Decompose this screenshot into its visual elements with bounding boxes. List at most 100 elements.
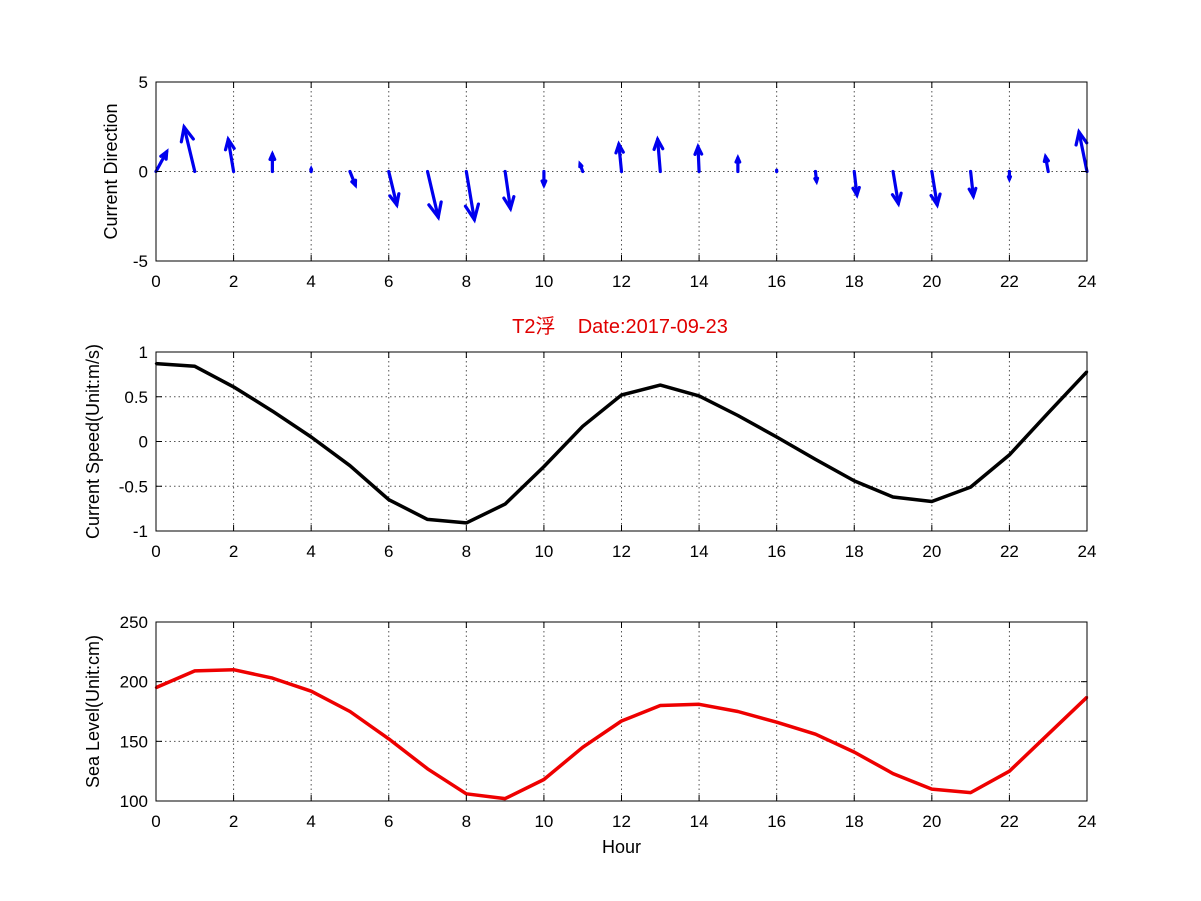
direction-xtick-label: 16 xyxy=(767,272,786,291)
sea-level-data-point xyxy=(503,797,507,800)
speed-data-point xyxy=(930,500,934,503)
direction-arrow xyxy=(734,153,742,174)
sea-level-data-point xyxy=(814,732,817,736)
speed-data-point xyxy=(1047,411,1050,415)
direction-ytick-label: 0 xyxy=(139,163,148,182)
direction-arrow xyxy=(1074,128,1089,174)
sea-level-data-point xyxy=(465,792,468,796)
speed-xtick-label: 6 xyxy=(384,542,393,561)
sea-level-data-point xyxy=(581,746,584,749)
speed-ytick-label: 0.5 xyxy=(124,388,148,407)
direction-arrow xyxy=(154,148,169,174)
sea-level-data-point xyxy=(620,719,623,723)
direction-arrow xyxy=(813,169,820,186)
direction-arrow xyxy=(425,169,443,222)
speed-ytick-label: -1 xyxy=(133,522,148,541)
speed-data-point xyxy=(814,458,817,461)
direction-arrow xyxy=(652,135,665,174)
speed-xtick-label: 16 xyxy=(767,542,786,561)
speed-xtick-label: 0 xyxy=(151,542,160,561)
speed-data-point xyxy=(775,435,778,439)
direction-arrow xyxy=(1006,169,1013,183)
speed-ytick-label: 1 xyxy=(139,343,148,362)
speed-xtick-label: 24 xyxy=(1078,542,1097,561)
speed-xtick-label: 10 xyxy=(534,542,553,561)
direction-arrow xyxy=(463,169,481,224)
direction-arrow xyxy=(929,169,942,209)
direction-arrow xyxy=(890,169,903,208)
direction-arrow xyxy=(387,169,401,209)
speed-xtick-label: 18 xyxy=(845,542,864,561)
sea-level-ytick-label: 200 xyxy=(120,673,148,692)
speed-data-point xyxy=(853,479,856,483)
speed-xtick-label: 12 xyxy=(612,542,631,561)
sea-level-data-point xyxy=(930,787,934,791)
sea-level-xtick-label: 10 xyxy=(534,812,553,831)
direction-xtick-label: 6 xyxy=(384,272,393,291)
direction-arrow xyxy=(1042,152,1050,174)
direction-arrow xyxy=(179,123,197,174)
direction-arrow xyxy=(348,169,358,189)
sea-level-xtick-label: 12 xyxy=(612,812,631,831)
direction-xtick-label: 2 xyxy=(229,272,238,291)
speed-data-point xyxy=(271,409,274,413)
sea-level-data-point xyxy=(542,778,546,781)
figure-title: T2浮 Date:2017-09-23 xyxy=(512,315,728,338)
sea-level-data-point xyxy=(659,704,662,707)
direction-arrow xyxy=(223,135,236,174)
sea-level-xtick-label: 24 xyxy=(1078,812,1097,831)
direction-xtick-label: 14 xyxy=(690,272,709,291)
direction-ytick-label: -5 xyxy=(133,252,148,271)
sea-level-data-point xyxy=(1008,769,1011,773)
sea-level-xtick-label: 0 xyxy=(151,812,160,831)
direction-arrow xyxy=(540,169,548,190)
speed-xtick-label: 14 xyxy=(690,542,709,561)
speed-data-point xyxy=(542,465,546,468)
sea-level-data-point xyxy=(426,767,429,770)
sea-level-xlabel: Hour xyxy=(602,837,641,857)
direction-arrow xyxy=(268,150,277,174)
direction-xtick-label: 20 xyxy=(922,272,941,291)
speed-data-point xyxy=(659,383,662,387)
sea-level-ytick-label: 250 xyxy=(120,613,148,632)
direction-arrow xyxy=(309,165,314,174)
direction-xtick-label: 10 xyxy=(534,272,553,291)
speed-data-point xyxy=(581,425,584,428)
speed-data-point xyxy=(387,498,390,501)
speed-data-point xyxy=(465,521,468,525)
direction-xtick-label: 8 xyxy=(462,272,471,291)
sea-level-xtick-label: 8 xyxy=(462,812,471,831)
direction-ytick-label: 5 xyxy=(139,73,148,92)
sea-level-data-point xyxy=(853,750,856,754)
sea-level-ytick-label: 100 xyxy=(120,792,148,811)
sea-level-data-point xyxy=(309,690,313,693)
speed-data-point xyxy=(969,485,972,489)
sea-level-data-point xyxy=(232,668,235,671)
speed-data-point xyxy=(1008,453,1011,457)
sea-level-data-point xyxy=(775,721,778,724)
speed-data-point xyxy=(232,385,235,389)
sea-level-data-point xyxy=(348,710,352,713)
speed-ytick-label: 0 xyxy=(139,433,148,452)
speed-xtick-label: 22 xyxy=(1000,542,1019,561)
sea-level-plot-area xyxy=(156,622,1087,801)
speed-xtick-label: 20 xyxy=(922,542,941,561)
direction-xtick-label: 18 xyxy=(845,272,864,291)
speed-data-point xyxy=(736,414,740,417)
speed-data-point xyxy=(348,464,352,467)
sea-level-data-point xyxy=(736,710,740,713)
sea-level-data-point xyxy=(387,737,390,741)
sea-level-xtick-label: 4 xyxy=(306,812,315,831)
sea-level-xtick-label: 22 xyxy=(1000,812,1019,831)
direction-arrow xyxy=(851,169,861,199)
sea-level-data-point xyxy=(891,772,895,775)
direction-xtick-label: 22 xyxy=(1000,272,1019,291)
speed-xtick-label: 4 xyxy=(306,542,315,561)
speed-data-point xyxy=(193,365,196,368)
direction-arrow xyxy=(693,142,704,174)
speed-ytick-label: -0.5 xyxy=(119,477,148,496)
direction-arrow xyxy=(578,160,585,174)
